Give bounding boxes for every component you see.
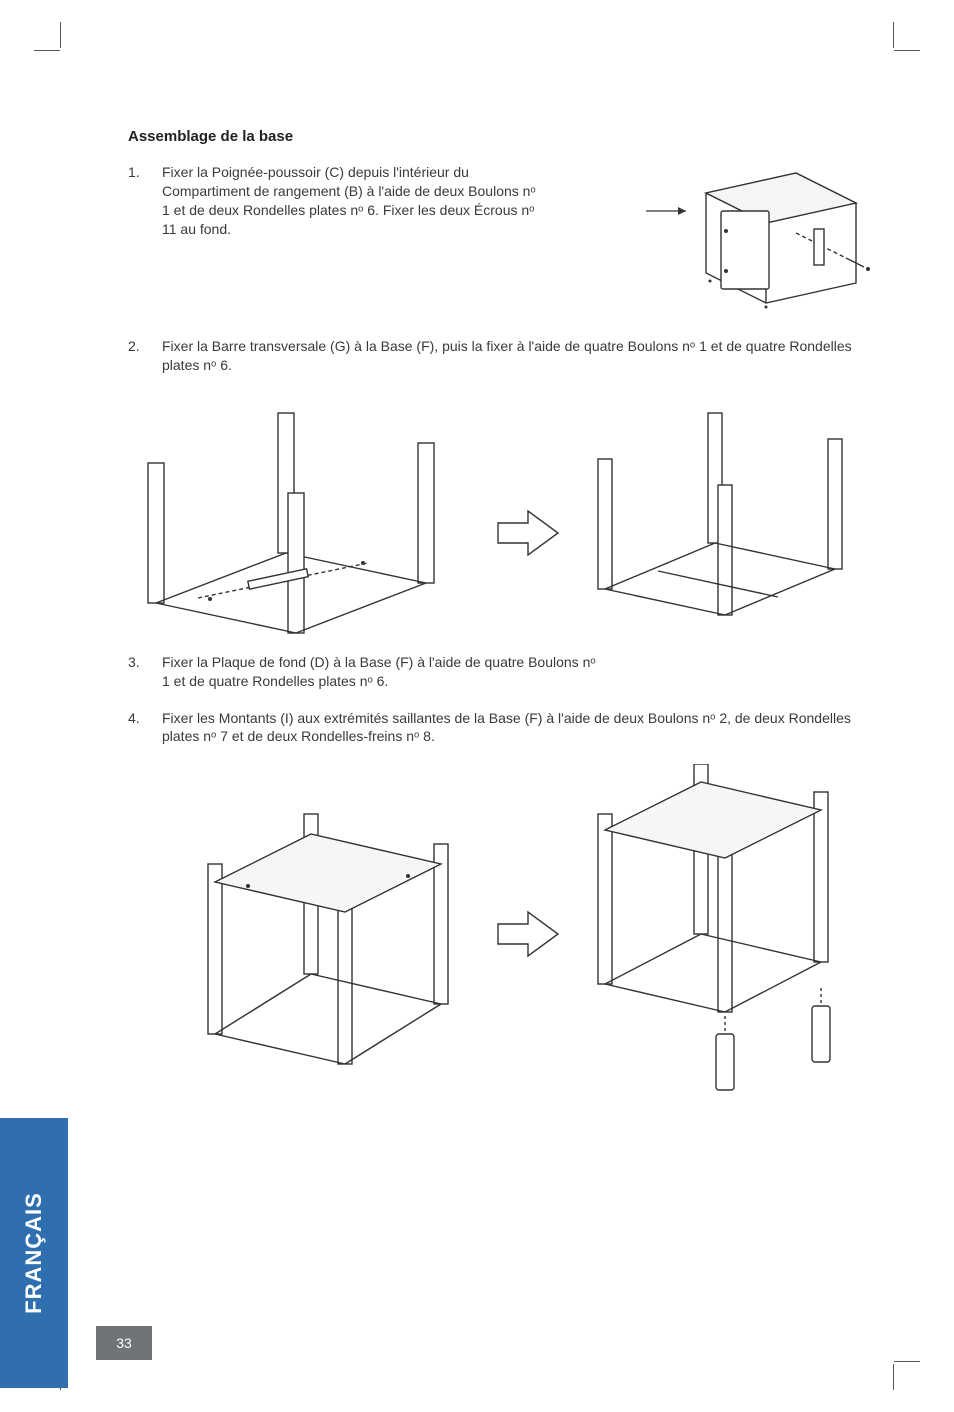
- step-number: 4.: [128, 709, 162, 747]
- step-text: Fixer les Montants (I) aux extrémités sa…: [162, 709, 876, 747]
- figure-base-crossbar: [128, 393, 876, 643]
- crop-mark: [893, 22, 894, 48]
- step-text: Fixer la Barre transversale (G) à la Bas…: [162, 337, 876, 375]
- step-text: Fixer la Plaque de fond (D) à la Base (F…: [162, 653, 602, 691]
- language-tab-label: FRANÇAIS: [21, 1192, 47, 1314]
- step-number: 3.: [128, 653, 162, 691]
- crop-mark: [893, 1364, 894, 1390]
- figure-cabinet: [646, 163, 876, 313]
- crop-mark: [894, 50, 920, 51]
- language-tab: FRANÇAIS: [0, 1118, 68, 1388]
- step-text: Fixer la Poignée-poussoir (C) depuis l'i…: [162, 163, 542, 239]
- page-number: 33: [96, 1326, 152, 1360]
- step-number: 2.: [128, 337, 162, 375]
- crop-mark: [34, 50, 60, 51]
- step-number: 1.: [128, 163, 162, 239]
- crop-mark: [894, 1361, 920, 1362]
- content-area: Assemblage de la base 1. Fixer la Poigné…: [128, 128, 876, 1104]
- section-heading: Assemblage de la base: [128, 128, 876, 145]
- figure-plate-uprights: [128, 764, 876, 1104]
- crop-mark: [60, 22, 61, 48]
- page: Assemblage de la base 1. Fixer la Poigné…: [0, 0, 954, 1412]
